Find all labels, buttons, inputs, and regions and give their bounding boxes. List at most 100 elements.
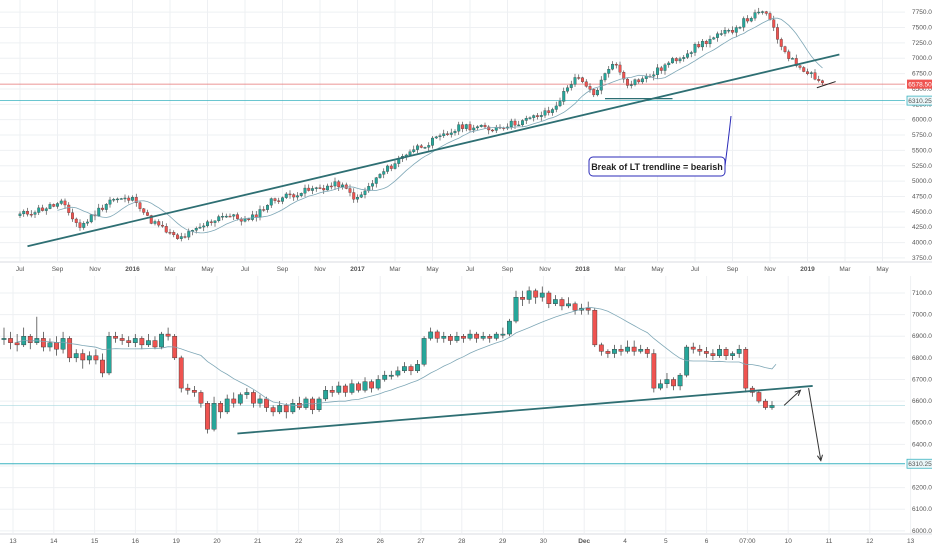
- candle-body: [388, 374, 394, 377]
- candle-body: [603, 73, 607, 81]
- intraday-price-chart[interactable]: 7100.00 7000.00 6900.00 6800.00 6700.00 6600.…: [0, 276, 932, 550]
- candle-body: [472, 127, 476, 131]
- ma-line: [57, 17, 823, 234]
- candle-body: [731, 30, 734, 33]
- candle-body: [753, 12, 757, 19]
- x-tick-label: 28: [458, 538, 466, 545]
- candle-body: [569, 84, 573, 88]
- candle-body: [283, 405, 289, 413]
- candle-body: [205, 403, 210, 430]
- candle-body: [258, 209, 262, 218]
- candle-body: [536, 115, 539, 117]
- candle-body: [236, 214, 239, 219]
- x-tick-label: 26: [377, 538, 385, 545]
- x-tick-label: Nov: [539, 266, 551, 273]
- candle-body: [164, 226, 168, 233]
- y-tick-label: 7750.00: [912, 9, 932, 16]
- candle-body: [112, 199, 116, 201]
- candle-body: [677, 374, 683, 387]
- y-tick-label: 5250.00: [912, 163, 932, 170]
- candle-body: [566, 87, 569, 92]
- candle-body: [667, 62, 671, 66]
- candle-body: [349, 383, 355, 393]
- levels: [0, 83, 905, 102]
- x-tick-label: 6: [705, 538, 709, 545]
- y-axis: 7750.00 7500.00 7250.00 7000.00 6750.00 6500.…: [912, 9, 932, 262]
- candle-body: [63, 200, 67, 206]
- candle-body: [213, 220, 217, 223]
- candle-body: [442, 133, 446, 136]
- x-tick-label: Sep: [277, 266, 289, 273]
- candle-body: [316, 398, 322, 410]
- candle-body: [142, 208, 146, 213]
- candle-body: [717, 348, 722, 356]
- candle-body: [37, 207, 41, 213]
- candle-body: [247, 218, 251, 221]
- candle-body: [704, 41, 708, 45]
- candle-body: [554, 105, 558, 110]
- candle-body: [474, 333, 480, 339]
- x-tick-label: 19: [173, 538, 181, 545]
- projection-arrows: [783, 388, 823, 462]
- candle-body: [761, 11, 764, 13]
- candle-body: [821, 80, 824, 83]
- candle-body: [764, 11, 768, 14]
- weekly-price-chart[interactable]: Break of LT trendline = bearish 7750.007…: [0, 0, 932, 276]
- candle-body: [363, 190, 367, 195]
- x-tick-label: Jul: [16, 266, 25, 273]
- candle-body: [73, 353, 79, 359]
- candle-body: [296, 195, 299, 198]
- candle-body: [783, 46, 787, 52]
- candle-body: [631, 346, 637, 352]
- x-tick-label: Dec: [578, 538, 590, 545]
- y-tick-label: 6000.00: [912, 528, 932, 535]
- candle-body: [218, 403, 224, 413]
- x-tick-label: Nov: [89, 266, 101, 273]
- candle-body: [251, 392, 256, 404]
- candle-body: [71, 212, 74, 220]
- candle-body: [641, 78, 644, 83]
- x-tick-label: Nov: [314, 266, 326, 273]
- candle-body: [159, 333, 164, 348]
- y-tick-label: 6200.00: [912, 485, 932, 492]
- support-tag: [906, 95, 932, 106]
- candle-body: [89, 214, 93, 223]
- candle-body: [48, 204, 52, 209]
- candle-body: [206, 221, 209, 227]
- candle-body: [314, 187, 318, 189]
- candle-body: [543, 110, 547, 116]
- candle-body: [374, 177, 378, 184]
- ma-line: [17, 306, 777, 407]
- projection-arrow-head: [816, 454, 823, 462]
- candle-body: [138, 202, 142, 209]
- candle-body: [341, 184, 344, 188]
- candle-body: [183, 236, 187, 238]
- candle-body: [701, 41, 704, 48]
- x-tick-label: Jul: [691, 266, 700, 273]
- candle-body: [592, 310, 598, 346]
- x-tick-label: May: [201, 266, 214, 273]
- candle-body: [303, 187, 307, 194]
- candle-body: [658, 383, 663, 389]
- candle-body: [262, 209, 266, 211]
- candle-body: [59, 200, 63, 204]
- candle-body: [749, 18, 753, 22]
- x-tick-label: 2018: [575, 266, 590, 273]
- candle-body: [179, 236, 183, 239]
- candle-body: [817, 79, 821, 81]
- candle-body: [194, 227, 198, 231]
- candle-body: [787, 51, 791, 59]
- end-arrow: [816, 81, 836, 89]
- candle-body: [27, 336, 33, 343]
- candle-body: [513, 297, 519, 322]
- candle-body: [566, 303, 571, 307]
- candle-body: [618, 64, 622, 73]
- candle-body: [40, 338, 46, 348]
- candle-body: [421, 338, 427, 365]
- x-tick-label: 2016: [125, 266, 140, 273]
- candle-body: [292, 194, 296, 198]
- candle-body: [664, 379, 670, 384]
- y-tick-label: 6600.00: [912, 398, 932, 405]
- candle-body: [82, 223, 86, 228]
- candle-body: [651, 353, 657, 389]
